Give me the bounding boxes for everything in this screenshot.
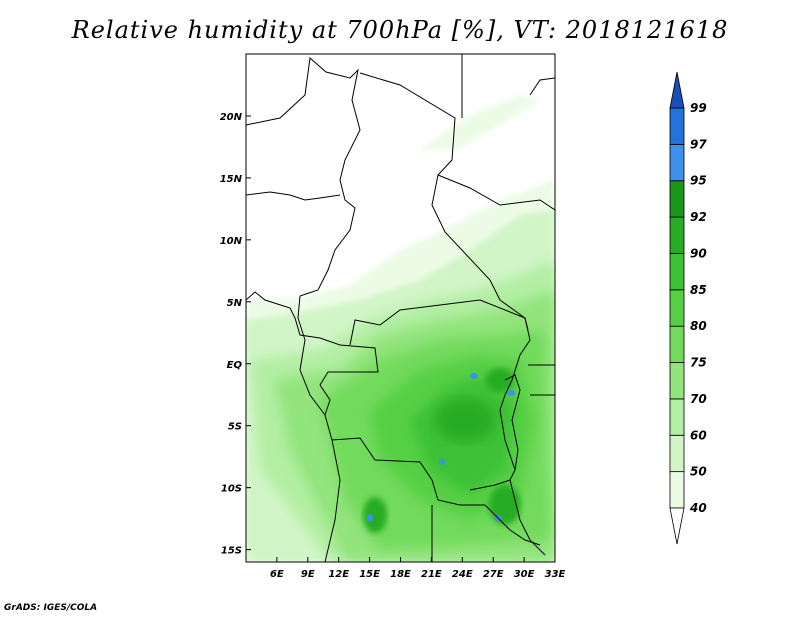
humidity-field [246,54,555,562]
lat-tick-label: EQ [227,360,243,371]
colorbar-segment [669,107,685,145]
lat-tick-label: 10N [220,236,243,247]
colorbar-segment [669,289,685,327]
colorbar-label: 60 [690,428,707,442]
lon-tick-label: 9E [301,569,315,580]
colorbar-label: 70 [690,392,707,406]
lat-tick-label: 15S [221,546,242,557]
lon-tick-label: 30E [514,569,535,580]
grads-credit: GrADS: IGES/COLA [4,603,98,613]
lon-tick-label: 21E [421,569,442,580]
colorbar-label: 50 [690,465,707,479]
colorbar-legend: 40 50 60 70 75 80 85 90 92 95 97 99 [669,71,707,545]
colorbar-segment [669,434,685,473]
lat-tick-label: 10S [221,484,242,495]
colorbar-segment [669,471,685,509]
colorbar-segment [669,253,685,291]
lon-tick-label: 6E [270,569,284,580]
colorbar-segment [669,216,685,254]
lon-tick-label: 15E [359,569,380,580]
lon-tick-label: 33E [545,569,566,580]
colorbar-label: 85 [690,283,707,297]
colorbar-label: 75 [690,356,707,370]
colorbar-segment [669,180,685,218]
lat-tick-label: 5S [228,422,242,433]
colorbar-max-arrow [669,71,685,109]
lat-tick-label: 5N [227,298,243,309]
colorbar-label: 92 [690,210,707,224]
country-borders [246,54,555,562]
colorbar-segment [669,362,685,400]
colorbar-label: 40 [689,501,707,515]
lon-tick-label: 12E [328,569,349,580]
lon-tick-label: 27E [483,569,504,580]
lon-tick-label: 18E [390,569,411,580]
lon-tick-label: 24E [452,569,473,580]
colorbar-segment [669,398,685,436]
lat-tick-label: 20N [220,112,243,123]
lat-tick-label: 15N [220,174,243,185]
colorbar-label: 80 [690,319,707,333]
colorbar-label: 97 [690,137,707,151]
colorbar-label: 95 [690,174,707,188]
longitude-axis: 6E 9E 12E 15E 18E 21E 24E 27E 30E 33E [270,557,566,580]
colorbar-segment [669,143,685,182]
colorbar-label: 99 [690,101,707,115]
colorbar-label: 90 [690,246,707,260]
colorbar-min-arrow [669,507,685,545]
chart-title: Relative humidity at 700hPa [%], VT: 201… [71,16,729,44]
colorbar-segment [669,325,685,363]
latitude-axis: 20N 15N 10N 5N EQ 5S 10S 15S [220,112,251,557]
